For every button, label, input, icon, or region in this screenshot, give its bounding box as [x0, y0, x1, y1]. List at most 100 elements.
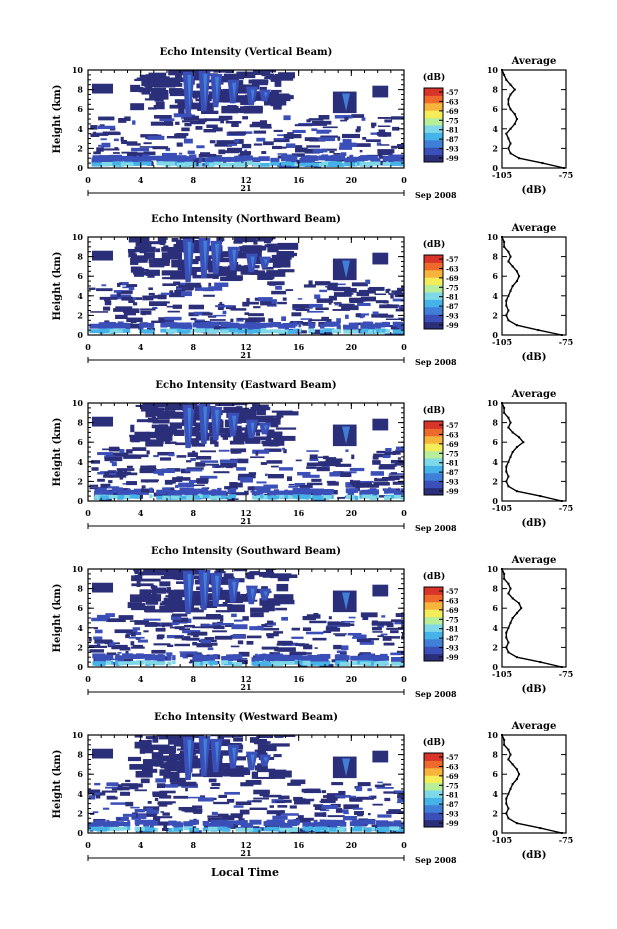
echo-cell: [390, 155, 403, 161]
echo-cell: [190, 120, 206, 125]
echo-cell: [206, 494, 210, 499]
echo-cell: [279, 656, 289, 662]
profile-y-tick-label: 4: [492, 789, 498, 799]
echo-cell: [169, 292, 185, 298]
x-tick-label: 12: [240, 508, 251, 518]
echo-cell: [277, 323, 288, 329]
echo-cell: [306, 119, 311, 123]
echo-cell: [290, 660, 303, 665]
echo-cell: [362, 328, 369, 333]
echo-cell: [200, 450, 216, 453]
echo-cell: [265, 415, 284, 418]
echo-cell: [338, 471, 357, 474]
echo-cell: [354, 322, 364, 326]
echo-cell: [122, 328, 128, 333]
echo-cell: [311, 121, 328, 126]
echo-field: [88, 569, 404, 667]
echo-cell: [159, 602, 173, 606]
echo-cell: [294, 162, 298, 167]
echo-cell: [251, 79, 268, 86]
y-tick-label: 0: [77, 662, 83, 672]
echo-cell: [130, 84, 141, 92]
echo-cell: [156, 437, 162, 445]
echo-cell: [102, 448, 121, 451]
echo-cell: [348, 329, 359, 334]
colorbar-tick-label: -69: [446, 606, 459, 615]
colorbar-tick-label: -93: [446, 145, 459, 154]
echo-cell: [158, 77, 175, 85]
echo-cell: [227, 822, 231, 828]
echo-cell: [117, 490, 125, 495]
echo-cell: [341, 133, 361, 139]
profile-point: [503, 73, 506, 76]
echo-cell: [397, 144, 404, 149]
echo-cell: [304, 495, 318, 500]
echo-cell: [145, 479, 149, 483]
echo-cell: [244, 490, 249, 495]
echo-cell: [127, 756, 142, 762]
colorbar-tick-label: -81: [446, 459, 459, 468]
echo-cell: [252, 121, 265, 126]
colorbar-swatch: [424, 450, 443, 459]
colorbar-swatch: [424, 631, 443, 640]
echo-cell: [206, 124, 218, 128]
profile-point: [511, 783, 514, 785]
echo-cell: [129, 489, 137, 495]
date-label: Sep 2008: [415, 357, 457, 367]
profile-point: [503, 411, 506, 414]
heatmap-panel-1: [87, 69, 567, 196]
echo-cell: [261, 440, 271, 444]
echo-cell: [138, 156, 152, 162]
echo-cell: [285, 156, 297, 162]
echo-cell: [213, 654, 218, 659]
echo-cell: [320, 120, 332, 125]
echo-cell: [218, 156, 231, 162]
echo-cell: [242, 301, 259, 305]
profile-point: [515, 656, 518, 659]
echo-cell: [148, 813, 158, 816]
echo-cell: [123, 312, 137, 316]
echo-cell: [174, 626, 185, 630]
echo-cell: [207, 85, 215, 90]
echo-cell: [372, 803, 383, 806]
echo-cell: [174, 289, 186, 295]
profile-point: [509, 787, 512, 790]
profile-point: [541, 162, 544, 165]
echo-cell: [139, 468, 157, 474]
echo-cell: [111, 494, 118, 499]
profile-point: [507, 250, 510, 253]
echo-cell: [110, 802, 128, 805]
profile-point: [505, 465, 508, 468]
echo-cell: [148, 259, 154, 264]
echo-cell: [106, 782, 119, 786]
echo-cell: [275, 607, 288, 611]
echo-cell: [355, 313, 361, 318]
echo-cell: [183, 115, 200, 121]
x-tick-label: 0: [85, 175, 91, 185]
echo-cell: [257, 744, 277, 752]
echo-cell: [130, 103, 145, 111]
echo-cell: [209, 140, 216, 144]
profile-title: Average: [511, 389, 557, 400]
echo-cell: [252, 404, 269, 410]
echo-cell: [378, 466, 395, 470]
echo-cell: [188, 609, 204, 613]
profile-point: [560, 334, 563, 336]
fall-streak-core: [250, 422, 255, 435]
echo-cell: [267, 620, 274, 625]
echo-cell: [253, 124, 262, 127]
echo-cell: [161, 270, 183, 276]
y-tick-label: 0: [77, 330, 83, 340]
colorbar-tick-label: -75: [446, 283, 459, 292]
echo-cell: [195, 126, 203, 130]
echo-cell: [306, 466, 317, 469]
colorbar-swatch: [424, 480, 443, 489]
profile-y-tick-label: 10: [487, 232, 499, 242]
echo-cell: [318, 137, 336, 142]
colorbar-tick-label: -75: [446, 116, 459, 125]
echo-cell: [340, 472, 352, 478]
x-tick-label: 12: [240, 674, 251, 684]
profile-point: [505, 802, 508, 805]
echo-cell: [187, 796, 204, 799]
echo-cell: [365, 139, 381, 142]
